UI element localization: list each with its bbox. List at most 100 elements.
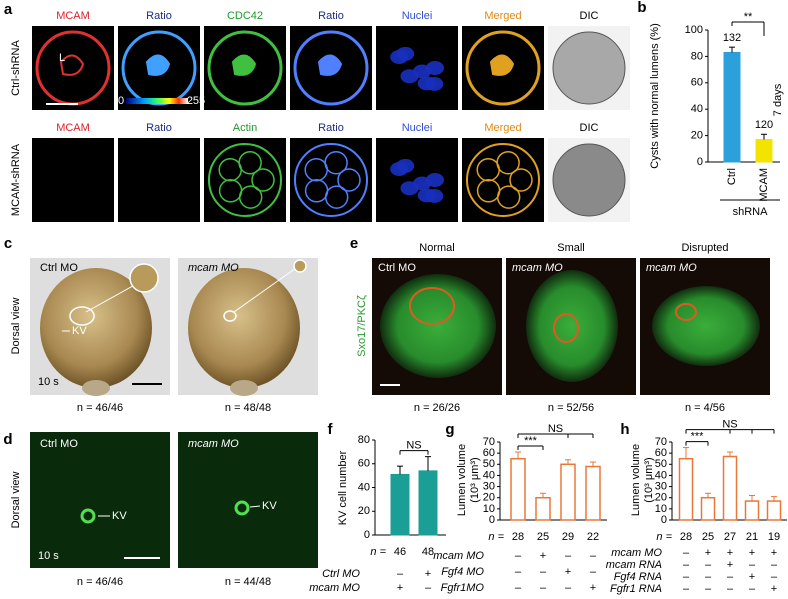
image-label: mcam MO [512,262,563,274]
significance-label: *** [691,430,705,442]
column-header: DIC [580,10,599,22]
lumen-label: L [59,52,65,64]
n-value: 21 [746,531,758,543]
condition-mark: + [590,582,596,594]
micrograph [290,138,372,222]
condition-label: Ctrl MO [322,568,360,580]
column-header: Nuclei [402,10,433,22]
condition-mark: – [771,559,778,571]
bar [722,455,738,521]
micrograph [462,138,544,222]
embryo-tail [82,380,110,396]
y-tick-label: 70 [483,436,495,448]
embryo-label: Ctrl MO [40,262,78,274]
lumen [675,303,697,321]
condition-mark: – [727,583,734,595]
condition-mark: – [705,571,712,583]
kv-zoom [293,259,307,273]
n-value: 28 [680,531,692,543]
significance-label: NS [406,440,421,452]
condition-mark: – [540,582,547,594]
y-tick-label: 10 [483,503,495,515]
n-label: n = 26/26 [414,402,460,414]
embryo-label: Ctrl MO [40,438,78,450]
n-value: 29 [562,531,574,543]
cyst [207,30,283,106]
y-tick-label: 60 [358,458,370,470]
nucleus [425,188,444,203]
cyst [294,143,368,217]
condition-mark: – [590,550,597,562]
condition-mark: – [515,550,522,562]
embryo-label: mcam MO [188,438,239,450]
n-label: n = [656,531,672,543]
column-header: Small [557,242,585,254]
kv-tissue [652,286,760,366]
count-label: 120 [755,119,773,131]
n-value: 25 [537,531,549,543]
y-axis-label: (10³ μm³) [643,457,655,502]
x-tick-label: MCAM [758,168,770,202]
condition-mark: + [705,547,711,559]
kv-label: KV [262,500,277,512]
condition-label: mcam MO [309,582,360,594]
kv-label: KV [72,325,87,337]
condition-mark: – [683,583,690,595]
y-tick-label: 60 [691,77,703,89]
cyst [208,143,282,217]
y-tick-label: 60 [655,447,667,459]
condition-label: mcam MO [433,550,484,562]
y-tick-label: 40 [358,481,370,493]
y-tick-label: 0 [697,156,703,168]
condition-label: Fgfr1MO [441,582,485,594]
condition-mark: – [749,559,756,571]
condition-mark: – [565,550,572,562]
column-header: Merged [484,122,521,134]
cyst [552,31,626,105]
condition-mark: – [397,568,404,580]
bar [678,457,694,521]
bar [510,457,526,521]
nucleus [413,64,432,79]
panel-label: h [620,421,629,438]
significance-label: *** [524,435,538,447]
n-label: n = 52/56 [548,402,594,414]
condition-mark: – [749,583,756,595]
n-label: n = 44/48 [225,576,271,588]
y-tick-label: 50 [655,458,667,470]
panel-label: b [637,0,646,16]
y-tick-label: 40 [655,469,667,481]
y-tick-label: 20 [483,492,495,504]
column-header: Ratio [318,122,344,134]
group-label: shRNA [733,206,769,218]
n-value: 27 [724,531,736,543]
kv-signal [80,508,96,524]
bar [744,500,760,521]
view-label: Dorsal view [10,298,22,355]
cell-outline [496,150,520,175]
bar [585,465,601,521]
column-header: Ratio [146,122,172,134]
lumen [409,287,455,325]
condition-mark: – [705,583,712,595]
y-tick-label: 40 [483,469,495,481]
colorbar-label: 255 [187,95,205,107]
cell-outline [238,150,262,175]
condition-mark: – [705,559,712,571]
colorbar [126,98,188,104]
bar [418,470,438,536]
view-label: Dorsal view [10,472,22,529]
x-tick-label: Ctrl [726,168,738,185]
lumen [489,54,515,76]
stain-label: Sxo17/PKCζ [356,295,368,357]
image-label: Ctrl MO [378,262,416,274]
n-label: n = 4/56 [685,402,725,414]
column-header: MCAM [56,122,90,134]
cell-outline [304,179,329,203]
kv-label: KV [112,510,127,522]
lumen [59,54,85,76]
y-tick-label: 50 [483,458,495,470]
y-tick-label: 10 [655,503,667,515]
cyst [465,30,541,106]
kv-tissue [380,274,496,378]
